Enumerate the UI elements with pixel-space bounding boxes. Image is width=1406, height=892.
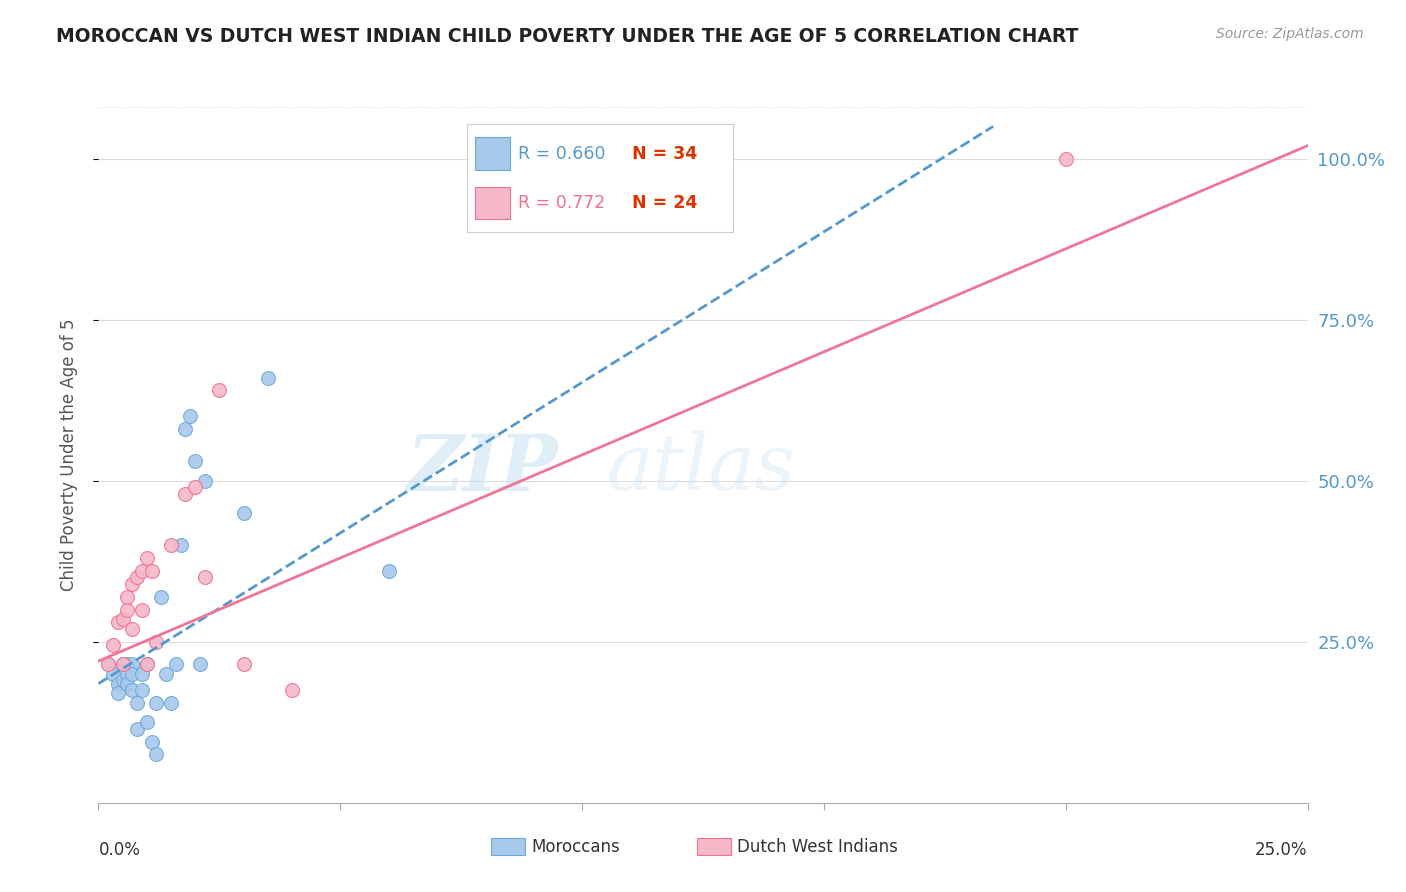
Point: [160, 538, 183, 552]
Point: [377, 564, 399, 578]
Point: [169, 538, 191, 552]
Point: [101, 667, 124, 681]
Point: [135, 715, 157, 730]
Point: [150, 590, 173, 604]
Point: [208, 384, 231, 398]
Point: [141, 734, 163, 748]
Point: [155, 667, 177, 681]
Point: [145, 634, 167, 648]
Point: [121, 683, 143, 698]
Point: [145, 747, 167, 762]
Point: [111, 673, 134, 688]
Point: [160, 696, 183, 710]
Point: [117, 590, 139, 604]
Point: [281, 683, 304, 698]
Text: Dutch West Indians: Dutch West Indians: [737, 838, 898, 855]
Point: [135, 551, 157, 566]
Point: [232, 657, 254, 672]
Point: [127, 696, 149, 710]
Point: [107, 676, 129, 690]
Point: [184, 454, 207, 468]
Point: [127, 570, 149, 584]
FancyBboxPatch shape: [492, 838, 526, 855]
Text: 25.0%: 25.0%: [1256, 841, 1308, 859]
Point: [101, 638, 124, 652]
Text: 0.0%: 0.0%: [98, 841, 141, 859]
Point: [97, 657, 120, 672]
Point: [145, 696, 167, 710]
Point: [107, 615, 129, 630]
Point: [111, 612, 134, 626]
Point: [121, 657, 143, 672]
Point: [117, 602, 139, 616]
Text: ZIP: ZIP: [406, 431, 558, 507]
Text: Moroccans: Moroccans: [531, 838, 620, 855]
Point: [107, 686, 129, 700]
Text: Source: ZipAtlas.com: Source: ZipAtlas.com: [1216, 27, 1364, 41]
Point: [131, 602, 153, 616]
Point: [188, 657, 211, 672]
Point: [97, 657, 120, 672]
Point: [131, 683, 153, 698]
FancyBboxPatch shape: [697, 838, 731, 855]
Point: [184, 480, 207, 494]
Point: [256, 370, 278, 384]
Point: [1054, 152, 1077, 166]
Point: [131, 667, 153, 681]
Point: [121, 667, 143, 681]
Point: [174, 486, 197, 500]
Point: [135, 657, 157, 672]
Point: [165, 657, 187, 672]
Point: [117, 667, 139, 681]
Point: [121, 622, 143, 636]
Y-axis label: Child Poverty Under the Age of 5: Child Poverty Under the Age of 5: [59, 318, 77, 591]
Point: [117, 657, 139, 672]
Point: [174, 422, 197, 436]
Text: atlas: atlas: [606, 431, 794, 507]
Point: [111, 657, 134, 672]
Point: [194, 474, 217, 488]
Point: [141, 564, 163, 578]
Point: [121, 576, 143, 591]
Point: [131, 564, 153, 578]
Text: MOROCCAN VS DUTCH WEST INDIAN CHILD POVERTY UNDER THE AGE OF 5 CORRELATION CHART: MOROCCAN VS DUTCH WEST INDIAN CHILD POVE…: [56, 27, 1078, 45]
Point: [117, 676, 139, 690]
Point: [179, 409, 201, 424]
Point: [127, 722, 149, 736]
Point: [135, 657, 157, 672]
Point: [194, 570, 217, 584]
Point: [111, 657, 134, 672]
Point: [232, 506, 254, 520]
